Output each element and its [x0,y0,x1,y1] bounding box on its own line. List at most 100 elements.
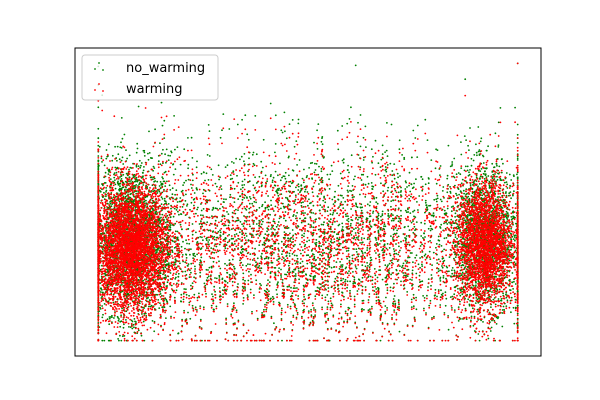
data-point [111,203,113,206]
data-point [449,190,452,193]
data-point [102,291,104,294]
data-point [142,279,145,282]
data-point [478,339,481,342]
data-point [323,233,326,235]
data-point [397,253,400,256]
data-point [116,181,119,184]
data-point [454,236,457,239]
data-point [398,217,401,220]
data-point [471,203,474,206]
data-point [487,175,490,177]
data-point [450,210,453,213]
data-point [510,218,513,221]
data-point [140,162,143,164]
data-point [514,239,516,242]
data-point [176,201,179,203]
data-point [440,223,443,226]
data-point [125,319,127,321]
data-point [346,272,349,275]
data-point [207,124,210,126]
data-point [165,161,167,164]
data-point [410,306,413,308]
data-point [171,289,174,292]
data-point [169,272,172,274]
data-point [118,318,120,320]
data-point [160,183,163,186]
data-point [392,248,395,250]
data-point [501,325,504,328]
data-point [181,206,184,208]
data-point [510,311,512,314]
data-point [466,213,469,216]
data-point [472,324,475,327]
data-point [417,263,420,266]
data-point [105,189,108,192]
data-point [506,248,509,251]
data-point [158,307,161,309]
data-point [375,239,378,241]
data-point [466,169,469,172]
data-point [185,193,187,196]
data-point [490,326,493,329]
data-point [105,187,107,189]
data-point [502,162,504,165]
data-point [455,192,457,195]
data-point [271,179,274,182]
data-point [143,200,146,203]
data-point [161,198,164,200]
data-point [162,148,164,151]
data-point [451,307,453,309]
data-point [234,289,236,292]
data-point [122,195,125,198]
data-point [214,290,217,293]
data-point [502,305,505,308]
data-point [232,290,235,293]
data-point [497,144,500,147]
data-point [167,254,170,256]
data-point [185,239,188,242]
data-point [137,105,140,108]
data-point [128,154,131,157]
data-point [463,192,465,195]
data-point [346,122,349,125]
data-point [152,190,155,193]
data-point [113,206,116,209]
data-point [311,178,314,180]
data-point [129,180,131,183]
data-point [510,216,513,218]
data-point [259,282,261,285]
data-point [163,188,165,191]
data-point [146,186,149,188]
data-point [302,201,304,204]
data-point [350,154,353,157]
data-point [175,276,177,279]
data-point [148,299,151,301]
data-point [157,247,160,250]
data-point [468,149,470,152]
data-point [384,264,387,267]
data-point [460,167,463,170]
data-point [200,209,203,212]
data-point [496,196,499,199]
data-point [373,268,376,270]
data-point [111,154,114,157]
data-point [143,149,146,152]
data-point [137,329,140,332]
data-point [239,220,242,223]
data-point [497,317,499,320]
data-point [285,137,288,140]
data-point [380,240,382,242]
data-point [500,179,503,182]
data-point [469,184,472,187]
data-point [444,304,447,307]
data-point [231,273,234,275]
data-point [461,261,464,263]
data-point [104,171,107,174]
data-point [373,197,376,200]
data-point [138,183,141,186]
data-point [324,241,327,244]
data-point [348,171,350,174]
data-point [339,172,342,175]
data-point [254,176,256,179]
data-point [147,158,150,161]
